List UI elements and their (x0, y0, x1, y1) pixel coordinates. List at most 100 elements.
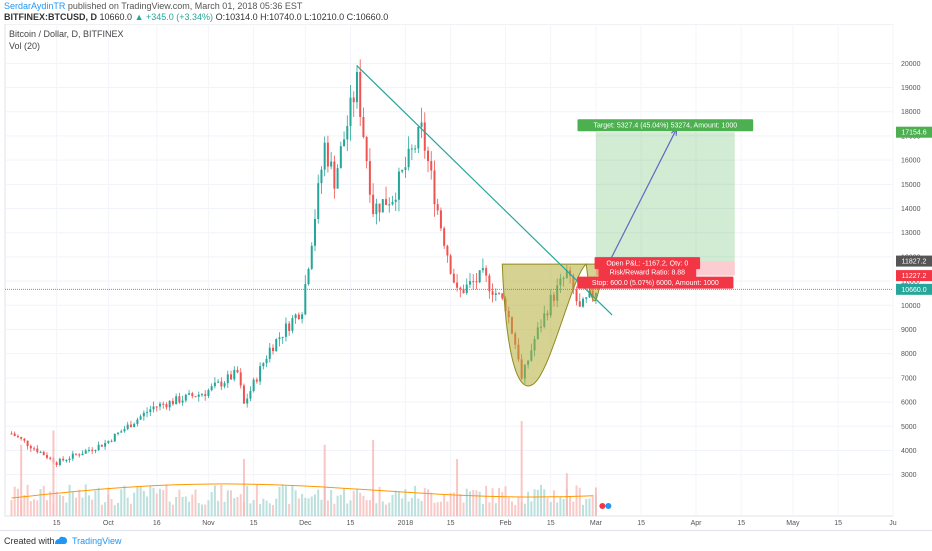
volume-bar (126, 497, 129, 516)
candle-up (343, 139, 346, 147)
candle-down (49, 457, 52, 459)
volume-bar (330, 489, 333, 516)
candle-down (204, 394, 207, 397)
volume-bar (407, 501, 410, 516)
volume-bar (297, 498, 300, 516)
candle-up (226, 374, 229, 384)
volume-bar (142, 490, 145, 516)
volume-bar (120, 489, 123, 516)
volume-bar (397, 491, 400, 516)
candle-down (20, 437, 23, 439)
candle-up (268, 347, 271, 359)
volume-bar (310, 496, 313, 516)
price-chart[interactable]: 3000400050006000700080009000100001100012… (0, 24, 932, 530)
volume-bar (230, 490, 233, 516)
volume-bar (536, 489, 539, 516)
volume-bar (449, 492, 452, 516)
volume-bar (540, 484, 543, 516)
candle-down (75, 453, 78, 455)
tradingview-logo-icon (55, 536, 67, 544)
volume-bar (468, 491, 471, 516)
volume-bar (556, 502, 559, 516)
candle-up (246, 398, 249, 404)
volume-bar (313, 494, 316, 516)
volume-bar (207, 500, 210, 516)
candle-up (197, 394, 200, 397)
candle-up (281, 336, 284, 338)
volume-bar (168, 501, 171, 516)
volume-bar (39, 488, 42, 516)
volume-bar (591, 494, 594, 516)
volume-bar (262, 498, 265, 516)
candle-down (436, 204, 439, 211)
candle-down (255, 379, 258, 382)
candle-down (472, 281, 475, 283)
x-tick-label: Oct (103, 520, 114, 527)
author-link[interactable]: SerdarAydinTR (4, 1, 66, 11)
volume-spike (520, 421, 523, 516)
volume-bar (97, 487, 100, 516)
volume-bar (436, 502, 439, 516)
volume-bar (226, 490, 229, 516)
volume-bar (136, 486, 139, 516)
chart-area[interactable]: 3000400050006000700080009000100001100012… (0, 24, 932, 530)
candle-up (259, 366, 262, 382)
volume-bar (84, 484, 87, 516)
candle-down (91, 449, 94, 451)
candle-down (449, 255, 452, 274)
candle-up (233, 369, 236, 380)
candle-down (171, 400, 174, 405)
candle-up (168, 400, 171, 408)
candle-up (120, 431, 123, 433)
candle-down (378, 203, 381, 213)
chart-legend-title: Bitcoin / Dollar, D, BITFINEX (9, 29, 124, 39)
volume-bar (75, 497, 78, 516)
candle-up (146, 412, 149, 414)
volume-spike (52, 430, 55, 516)
volume-bar (391, 494, 394, 516)
candle-up (217, 381, 220, 383)
volume-bar (365, 500, 368, 516)
volume-bar (352, 490, 355, 516)
open-pl-label: Open P&L: -1167.2, Qty: 0 (606, 261, 688, 268)
candle-up (323, 142, 326, 170)
candle-up (39, 451, 42, 453)
candle-down (498, 293, 501, 295)
tradingview-brand[interactable]: TradingView (72, 536, 122, 546)
candle-up (468, 281, 471, 285)
volume-bar (459, 494, 462, 516)
volume-bar (301, 494, 304, 516)
volume-bar (288, 503, 291, 516)
volume-bar (123, 485, 126, 516)
volume-bar (165, 484, 168, 516)
candle-up (313, 219, 316, 246)
volume-bar (91, 499, 94, 516)
candle-down (220, 381, 223, 387)
volume-bar (433, 502, 436, 516)
y-tick-label: 11000 (901, 279, 920, 286)
volume-bar (359, 492, 362, 516)
volume-bar (326, 500, 329, 516)
price-tag-box (896, 270, 932, 282)
candle-up (149, 409, 152, 413)
price-tag-label: 10660.0 (901, 287, 926, 294)
volume-bar (378, 486, 381, 516)
volume-bar (146, 496, 149, 516)
volume-bar (10, 500, 13, 516)
candle-up (278, 337, 281, 340)
volume-bar (343, 488, 346, 516)
candle-up (65, 459, 68, 461)
volume-bar (158, 488, 161, 516)
candle-up (252, 379, 255, 392)
volume-bar (552, 490, 555, 516)
candle-down (13, 433, 16, 436)
candle-up (301, 314, 304, 320)
last-price: 10660.0 (99, 12, 133, 22)
volume-bar (430, 492, 433, 516)
volume-bar (336, 495, 339, 516)
volume-bar (291, 485, 294, 516)
candle-down (36, 448, 39, 453)
candle-up (133, 423, 136, 428)
volume-bar (385, 504, 388, 516)
candle-down (385, 199, 388, 205)
